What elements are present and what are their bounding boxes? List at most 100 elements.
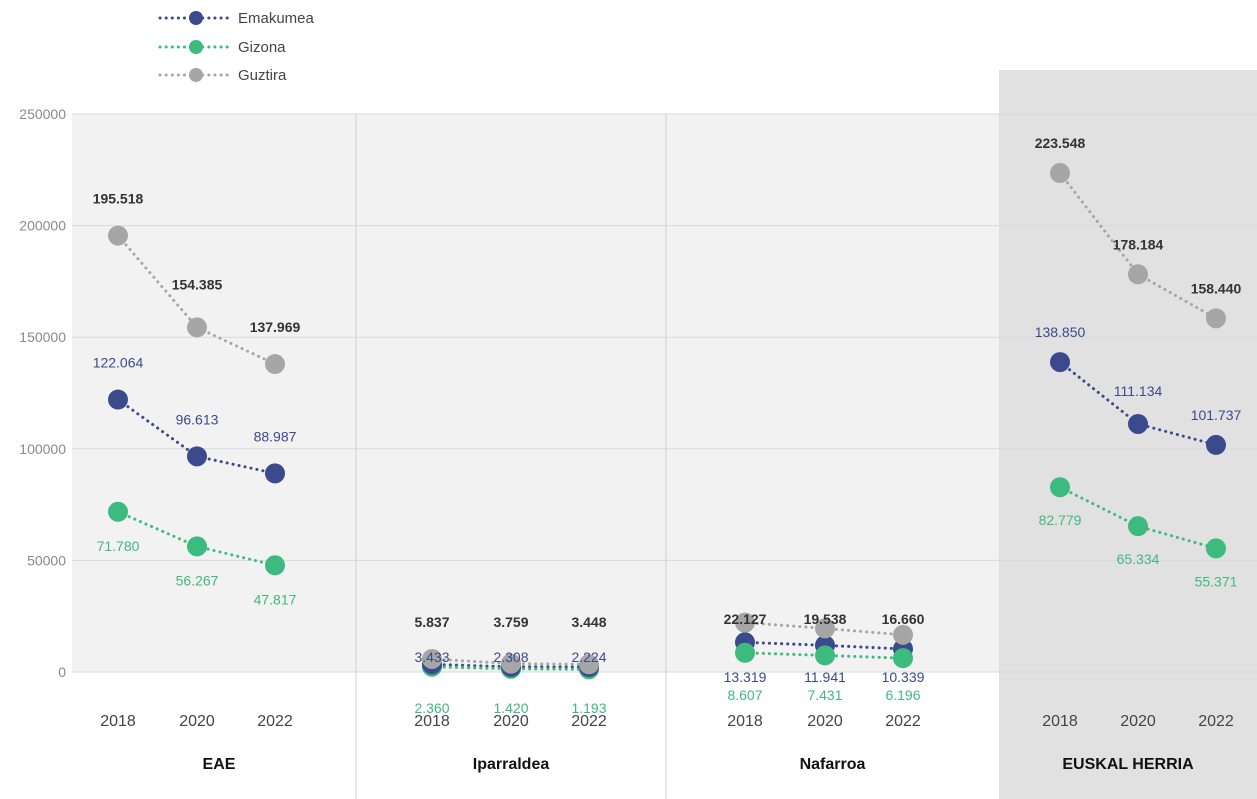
data-label-eae-emakumea-2020: 96.613 bbox=[176, 411, 219, 427]
x-tick-label: 2022 bbox=[885, 713, 921, 730]
data-label-euskal-herria-gizona-2022: 55.371 bbox=[1195, 573, 1238, 589]
data-label-nafarroa-gizona-2020: 7.431 bbox=[807, 687, 842, 703]
series-points bbox=[108, 163, 1226, 680]
data-label-nafarroa-guztira-2018: 22.127 bbox=[724, 611, 767, 627]
line-euskal-herria-gizona bbox=[1058, 485, 1218, 550]
data-label-iparraldea-emakumea-2022: 2.224 bbox=[571, 649, 606, 665]
point-nafarroa-guztira-2018 bbox=[735, 612, 755, 633]
x-tick-label: 2018 bbox=[1042, 713, 1078, 730]
data-label-eae-gizona-2018: 71.780 bbox=[97, 538, 140, 554]
legend-label-guztira: Guztira bbox=[238, 67, 287, 84]
data-label-nafarroa-emakumea-2022: 10.339 bbox=[882, 669, 925, 685]
y-tick-label: 250000 bbox=[19, 106, 66, 122]
highlight-panel-euskal-herria bbox=[999, 70, 1257, 799]
group-label-eae: EAE bbox=[203, 756, 236, 773]
group-label-euskal-herria: EUSKAL HERRIA bbox=[1062, 756, 1194, 773]
data-label-eae-gizona-2020: 56.267 bbox=[176, 572, 219, 588]
point-euskal-herria-guztira-2022 bbox=[1206, 308, 1226, 329]
point-eae-gizona-2018 bbox=[108, 501, 128, 522]
data-label-euskal-herria-guztira-2020: 178.184 bbox=[1113, 236, 1164, 252]
point-eae-emakumea-2020 bbox=[187, 446, 207, 467]
point-euskal-herria-emakumea-2022 bbox=[1206, 434, 1226, 455]
legend: Emakumea Gizona Guztira bbox=[158, 10, 315, 84]
legend-marker-guztira bbox=[189, 68, 203, 82]
point-eae-guztira-2020 bbox=[187, 317, 207, 338]
point-euskal-herria-emakumea-2020 bbox=[1128, 413, 1148, 434]
data-label-euskal-herria-guztira-2018: 223.548 bbox=[1035, 135, 1086, 151]
point-euskal-herria-gizona-2018 bbox=[1050, 477, 1070, 498]
data-label-iparraldea-gizona-2022: 1.193 bbox=[571, 700, 606, 716]
point-nafarroa-guztira-2022 bbox=[893, 624, 913, 645]
data-label-eae-emakumea-2018: 122.064 bbox=[93, 355, 144, 371]
data-label-iparraldea-gizona-2020: 1.420 bbox=[493, 700, 528, 716]
data-label-euskal-herria-gizona-2020: 65.334 bbox=[1117, 551, 1160, 567]
x-tick-label: 2018 bbox=[100, 713, 136, 730]
x-tick-label: 2020 bbox=[493, 713, 529, 730]
data-label-nafarroa-guztira-2020: 19.538 bbox=[804, 611, 847, 627]
point-nafarroa-gizona-2018 bbox=[735, 642, 755, 663]
x-tick-label: 2022 bbox=[571, 713, 607, 730]
point-eae-guztira-2018 bbox=[108, 225, 128, 246]
x-axis: 2018 2020 2022 EAE 2018 2020 2022 Iparraldea 201… bbox=[100, 713, 1234, 773]
group-label-iparraldea: Iparraldea bbox=[473, 756, 550, 773]
x-tick-label: 2022 bbox=[1198, 713, 1234, 730]
legend-marker-gizona bbox=[189, 40, 203, 54]
point-eae-emakumea-2018 bbox=[108, 389, 128, 410]
legend-label-gizona: Gizona bbox=[238, 39, 286, 56]
plot-area-background bbox=[72, 114, 999, 672]
data-label-eae-guztira-2022: 137.969 bbox=[250, 319, 301, 335]
data-label-euskal-herria-emakumea-2022: 101.737 bbox=[1191, 407, 1242, 423]
data-label-eae-emakumea-2022: 88.987 bbox=[254, 428, 297, 444]
data-label-nafarroa-guztira-2022: 16.660 bbox=[882, 611, 925, 627]
y-tick-label: 0 bbox=[58, 664, 66, 680]
x-tick-label: 2022 bbox=[257, 713, 293, 730]
data-label-nafarroa-gizona-2022: 6.196 bbox=[885, 687, 920, 703]
point-eae-gizona-2020 bbox=[187, 536, 207, 557]
panel-separators bbox=[355, 114, 667, 799]
point-euskal-herria-guztira-2020 bbox=[1128, 264, 1148, 285]
data-label-nafarroa-emakumea-2020: 11.941 bbox=[804, 669, 846, 685]
point-eae-guztira-2022 bbox=[265, 354, 285, 375]
legend-label-emakumea: Emakumea bbox=[238, 10, 315, 27]
x-tick-label: 2018 bbox=[414, 713, 450, 730]
x-tick-label: 2020 bbox=[1120, 713, 1156, 730]
y-tick-label: 150000 bbox=[19, 329, 66, 345]
point-eae-emakumea-2022 bbox=[265, 463, 285, 484]
panel-backgrounds bbox=[72, 70, 1257, 799]
data-label-iparraldea-emakumea-2020: 2.308 bbox=[493, 649, 528, 665]
x-tick-label: 2020 bbox=[179, 713, 215, 730]
legend-marker-emakumea bbox=[189, 11, 203, 25]
data-label-iparraldea-emakumea-2018: 3.433 bbox=[414, 649, 449, 665]
point-iparraldea-guztira-2022 bbox=[579, 654, 599, 675]
data-label-iparraldea-guztira-2020: 3.759 bbox=[493, 614, 528, 630]
data-label-eae-guztira-2018: 195.518 bbox=[93, 191, 144, 207]
data-label-iparraldea-guztira-2022: 3.448 bbox=[571, 614, 606, 630]
point-euskal-herria-gizona-2022 bbox=[1206, 538, 1226, 559]
point-euskal-herria-emakumea-2018 bbox=[1050, 352, 1070, 373]
point-euskal-herria-gizona-2020 bbox=[1128, 516, 1148, 537]
point-nafarroa-gizona-2020 bbox=[815, 645, 835, 666]
y-axis: 0 50000 100000 150000 200000 250000 bbox=[19, 106, 66, 680]
data-label-nafarroa-emakumea-2018: 13.319 bbox=[724, 669, 767, 685]
point-euskal-herria-guztira-2018 bbox=[1050, 163, 1070, 184]
y-tick-label: 200000 bbox=[19, 218, 66, 234]
data-label-eae-gizona-2022: 47.817 bbox=[254, 591, 297, 607]
data-label-nafarroa-gizona-2018: 8.607 bbox=[727, 687, 762, 703]
point-nafarroa-gizona-2022 bbox=[893, 648, 913, 669]
data-label-iparraldea-gizona-2018: 2.360 bbox=[414, 700, 449, 716]
data-label-euskal-herria-emakumea-2020: 111.134 bbox=[1114, 383, 1163, 399]
data-label-iparraldea-guztira-2018: 5.837 bbox=[414, 614, 449, 630]
point-iparraldea-guztira-2018 bbox=[422, 648, 442, 669]
point-eae-gizona-2022 bbox=[265, 555, 285, 576]
point-iparraldea-guztira-2020 bbox=[501, 653, 521, 674]
data-label-eae-guztira-2020: 154.385 bbox=[172, 276, 223, 292]
data-label-euskal-herria-emakumea-2018: 138.850 bbox=[1035, 324, 1086, 340]
y-tick-label: 50000 bbox=[27, 552, 66, 568]
x-tick-label: 2018 bbox=[727, 713, 763, 730]
line-euskal-herria-emakumea bbox=[1058, 360, 1218, 447]
data-label-euskal-herria-gizona-2018: 82.779 bbox=[1039, 512, 1082, 528]
data-label-euskal-herria-guztira-2022: 158.440 bbox=[1191, 280, 1242, 296]
y-tick-label: 100000 bbox=[19, 441, 66, 457]
point-nafarroa-guztira-2020 bbox=[815, 618, 835, 639]
